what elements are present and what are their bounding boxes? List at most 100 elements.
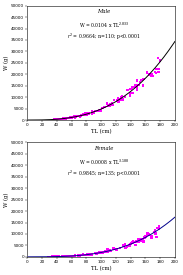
Point: [156, 56, 159, 60]
Point: [147, 232, 150, 237]
Point: [71, 254, 74, 258]
Point: [86, 252, 89, 257]
Point: [85, 113, 88, 117]
Point: [118, 97, 121, 102]
Point: [82, 112, 85, 117]
Point: [113, 98, 115, 102]
Point: [100, 108, 102, 113]
Point: [102, 250, 105, 254]
Point: [62, 254, 65, 258]
Point: [73, 115, 76, 120]
Point: [49, 254, 52, 259]
Point: [124, 242, 127, 246]
Point: [64, 116, 67, 121]
Point: [111, 101, 113, 105]
Point: [89, 252, 92, 257]
Point: [137, 238, 140, 242]
Point: [135, 83, 138, 87]
Point: [69, 116, 72, 120]
X-axis label: TL (cm): TL (cm): [91, 129, 111, 134]
Point: [95, 251, 98, 256]
Point: [105, 101, 108, 106]
Point: [101, 106, 104, 110]
Point: [132, 239, 135, 243]
Point: [57, 254, 60, 259]
Point: [98, 250, 101, 254]
Point: [65, 116, 68, 120]
Point: [51, 254, 54, 259]
Point: [106, 248, 109, 252]
Point: [55, 254, 58, 259]
Point: [47, 255, 50, 259]
Point: [77, 253, 80, 258]
Point: [98, 250, 100, 255]
Point: [150, 72, 153, 76]
Point: [98, 251, 101, 255]
Point: [73, 114, 76, 119]
Point: [108, 249, 111, 253]
Point: [55, 117, 58, 122]
Text: $r^2$ = 0.9845; n=135; p<0.0001: $r^2$ = 0.9845; n=135; p<0.0001: [67, 169, 141, 179]
Point: [91, 109, 94, 114]
Point: [61, 254, 64, 258]
Point: [86, 111, 89, 116]
Point: [61, 254, 64, 258]
Point: [137, 237, 140, 242]
Point: [90, 111, 93, 116]
Point: [111, 103, 114, 108]
Point: [157, 70, 160, 74]
Point: [65, 116, 68, 120]
Point: [131, 240, 134, 245]
Point: [47, 255, 50, 259]
Point: [124, 246, 127, 250]
Point: [92, 110, 94, 114]
Point: [142, 239, 145, 244]
Point: [99, 250, 102, 255]
Point: [72, 115, 74, 119]
Point: [131, 240, 134, 244]
Point: [101, 250, 104, 255]
Point: [154, 230, 156, 235]
Point: [121, 244, 124, 248]
Point: [81, 112, 84, 117]
Point: [87, 252, 90, 257]
Point: [137, 238, 140, 243]
Point: [107, 104, 110, 108]
Point: [53, 254, 56, 259]
Point: [59, 117, 62, 121]
Point: [159, 58, 162, 62]
Point: [82, 253, 85, 257]
Point: [102, 250, 105, 254]
Point: [108, 248, 111, 252]
Point: [90, 252, 93, 257]
Point: [62, 254, 65, 258]
Point: [129, 243, 132, 248]
Point: [155, 71, 158, 75]
Point: [146, 231, 149, 236]
Point: [103, 250, 106, 254]
Point: [152, 74, 155, 78]
Point: [78, 254, 81, 258]
Point: [144, 234, 147, 239]
Point: [137, 83, 140, 87]
Point: [99, 251, 102, 255]
Text: W = 0.0008 x TL$^{3.188}$: W = 0.0008 x TL$^{3.188}$: [79, 157, 129, 167]
Point: [114, 247, 117, 251]
Point: [59, 117, 62, 121]
Y-axis label: W (g): W (g): [4, 56, 10, 70]
Point: [134, 85, 137, 89]
Point: [95, 251, 98, 255]
Point: [104, 249, 107, 254]
Point: [76, 114, 79, 118]
Point: [75, 114, 78, 119]
Point: [72, 254, 75, 258]
Point: [117, 97, 119, 102]
Point: [134, 83, 137, 87]
Point: [89, 252, 92, 256]
Point: [94, 252, 97, 256]
Point: [88, 111, 91, 115]
Point: [135, 87, 138, 92]
Text: Female: Female: [94, 146, 114, 151]
Point: [63, 254, 66, 258]
Point: [131, 86, 134, 90]
